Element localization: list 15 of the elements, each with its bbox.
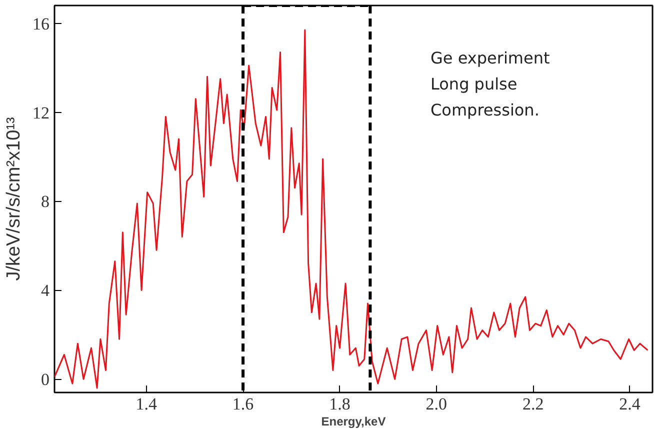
x-axis-title: Energy,keV: [321, 414, 386, 428]
x-tick-label: 1.6: [232, 394, 254, 414]
y-tick-label: 8: [41, 192, 50, 212]
x-tick-label: 2.0: [426, 394, 448, 414]
y-tick-label: 4: [41, 281, 50, 300]
y-axis-title: J/keV/sr/s/cm²x10¹³: [4, 117, 24, 281]
line-series: [54, 29, 648, 389]
x-tick-label: 2.2: [522, 394, 544, 414]
y-tick-label: 12: [32, 103, 50, 122]
y-tick-label: 16: [32, 14, 50, 34]
y-tick-label: 0: [41, 370, 50, 390]
annotation: Ge experiment Long pulse Compression.: [430, 48, 550, 120]
x-tick-label: 2.4: [619, 394, 641, 414]
x-tick-label: 1.4: [136, 394, 158, 414]
x-tick-label: 1.8: [329, 394, 350, 414]
